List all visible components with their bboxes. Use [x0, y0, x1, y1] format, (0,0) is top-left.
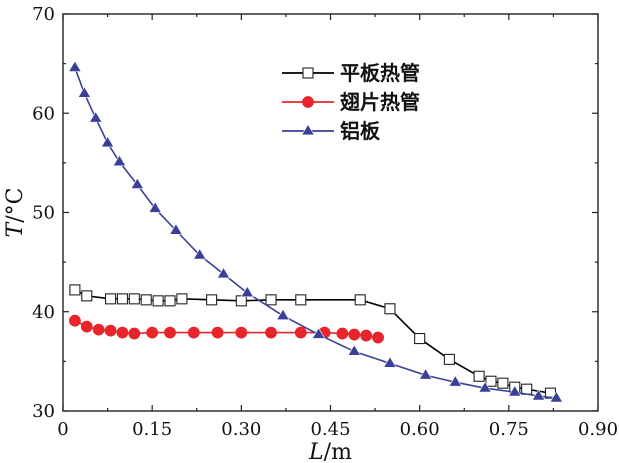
data-point [383, 356, 397, 368]
data-point [473, 370, 485, 382]
data-point [92, 323, 105, 336]
data-point [276, 308, 290, 320]
data-point [360, 329, 373, 342]
x-axis-symbol: L [308, 440, 324, 463]
x-tick-label: 0 [57, 419, 68, 440]
data-point [193, 248, 207, 260]
data-point [384, 303, 396, 315]
x-tick-label: 0.30 [221, 419, 261, 440]
y-axis-unit: /°C [3, 188, 28, 223]
data-point [169, 223, 183, 235]
data-point [521, 383, 533, 395]
data-point [549, 391, 564, 403]
data-point [235, 326, 248, 339]
y-tick-label: 50 [32, 203, 55, 224]
data-point [104, 324, 117, 337]
y-axis-title: T/°C [3, 188, 28, 238]
data-point [311, 327, 326, 339]
y-axis-symbol: T [3, 220, 28, 237]
legend-label: 翅片热管 [340, 90, 420, 114]
data-point [140, 294, 152, 306]
legend-label: 铝板 [340, 119, 381, 143]
data-point [88, 111, 103, 123]
data-point [348, 328, 361, 341]
legend-entry: 平板热管 [282, 61, 420, 85]
series-2 [68, 60, 564, 403]
data-point [105, 293, 117, 305]
data-point [211, 326, 224, 339]
data-point [265, 294, 277, 306]
y-tick-label: 70 [32, 4, 55, 25]
series-layer [68, 60, 564, 403]
data-point [128, 327, 141, 340]
data-point [235, 295, 247, 307]
data-point [80, 320, 93, 333]
data-point [448, 375, 463, 387]
data-point [336, 327, 349, 340]
axes-layer [62, 13, 599, 412]
labels-layer: 0 0.15 0.30 0.45 0.60 0.75 0.903040506070L/mT/… [3, 4, 618, 463]
x-axis-title: L/m [308, 440, 352, 463]
data-point [508, 385, 522, 397]
data-point [294, 326, 307, 339]
data-point [478, 381, 492, 393]
y-tick-label: 30 [32, 401, 55, 422]
data-point [164, 326, 176, 339]
data-point [148, 201, 162, 213]
series-line [74, 67, 557, 399]
data-point [116, 326, 129, 339]
data-point [240, 285, 254, 298]
data-point [146, 326, 159, 339]
data-point [347, 344, 361, 356]
data-point [295, 294, 307, 306]
data-point [68, 60, 82, 72]
data-point [443, 353, 455, 365]
x-tick-label: 0.90 [578, 419, 618, 440]
data-point [128, 293, 140, 305]
x-axis-unit: /m [324, 440, 352, 463]
y-tick-label: 40 [32, 302, 55, 323]
series-0 [69, 284, 556, 399]
data-point [485, 375, 497, 387]
data-point [116, 293, 128, 305]
data-point [216, 266, 231, 279]
data-point [152, 295, 164, 307]
legend-entry: 铝板 [282, 119, 381, 143]
legend-marker [302, 96, 314, 108]
data-point [112, 154, 127, 167]
legend-label: 平板热管 [340, 61, 420, 85]
data-point [418, 368, 433, 380]
data-point [77, 86, 92, 98]
data-point [100, 135, 115, 148]
legend-entry: 翅片热管 [282, 90, 420, 114]
data-point [68, 314, 81, 327]
x-tick-label: 0.45 [310, 419, 350, 440]
data-point [187, 326, 200, 339]
x-tick-label: 0.15 [132, 419, 172, 440]
data-point [81, 290, 93, 302]
data-point [176, 293, 188, 305]
series-1 [68, 314, 384, 344]
legend-marker [302, 67, 314, 79]
x-tick-label: 0.60 [400, 419, 440, 440]
data-point [531, 389, 546, 401]
y-tick-label: 60 [32, 103, 55, 124]
data-point [497, 377, 509, 389]
x-tick-label: 0.75 [489, 419, 529, 440]
data-point [164, 295, 176, 307]
data-point [372, 331, 384, 344]
data-point [265, 326, 277, 339]
data-point [130, 177, 145, 189]
data-point [206, 294, 218, 306]
data-point [69, 284, 81, 296]
legend-marker [301, 123, 315, 136]
data-point [414, 332, 426, 345]
data-point [354, 294, 366, 306]
